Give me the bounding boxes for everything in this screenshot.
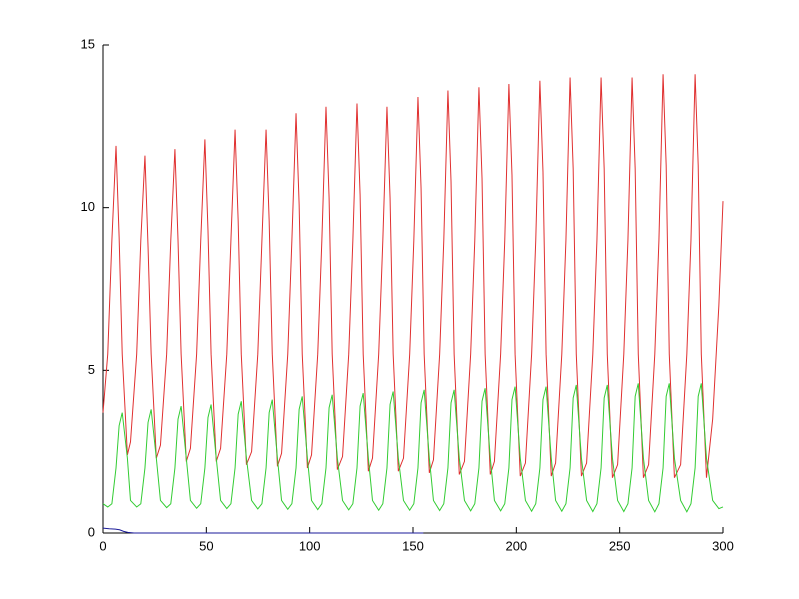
x-tick-label: 200 [505,538,527,553]
x-tick-label: 250 [609,538,631,553]
x-tick-label: 100 [299,538,321,553]
x-tick-label: 50 [199,538,213,553]
data-line [102,383,724,513]
y-tick-label: 10 [81,199,95,214]
y-tick-label: 15 [81,36,95,51]
x-tick-label: 150 [402,538,424,553]
x-tick-label: 0 [99,538,106,553]
data-line [102,527,424,534]
y-tick-label: 5 [88,362,95,377]
y-tick-label: 0 [88,524,95,539]
x-tick-label: 300 [712,538,734,553]
